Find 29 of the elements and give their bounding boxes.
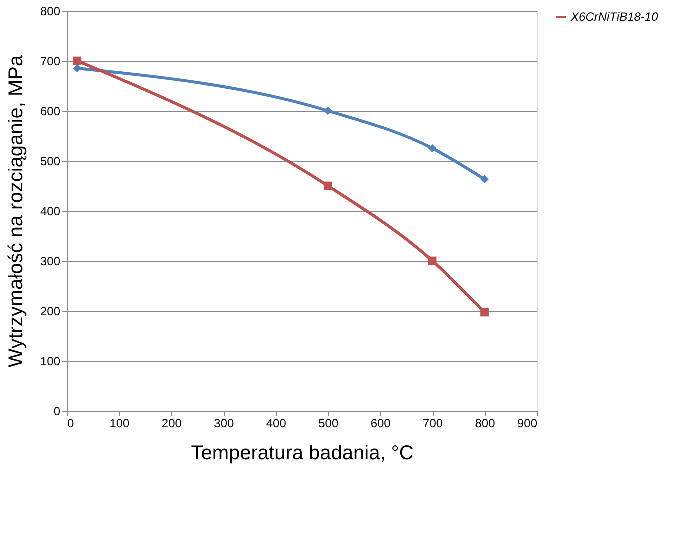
x-tick-label: 300 bbox=[214, 416, 234, 430]
x-tick-label: 800 bbox=[475, 416, 496, 430]
y-tick-label: 0 bbox=[54, 404, 61, 418]
x-tick-label: 900 bbox=[517, 416, 538, 430]
point bbox=[480, 308, 489, 317]
x-tick-label: 500 bbox=[318, 416, 339, 430]
x-tick-label: 100 bbox=[110, 416, 130, 430]
y-tick-label: 800 bbox=[40, 4, 61, 18]
y-tick-label: 500 bbox=[40, 154, 61, 168]
point bbox=[428, 144, 437, 153]
point bbox=[73, 56, 82, 66]
y-tick-label: 400 bbox=[40, 204, 61, 218]
y-tick-label: 700 bbox=[40, 54, 61, 68]
y-tick-label: 200 bbox=[40, 304, 61, 318]
point bbox=[428, 256, 437, 266]
y-tick-label: 100 bbox=[40, 354, 61, 368]
x-tick-label: 0 bbox=[68, 416, 74, 430]
point bbox=[324, 106, 332, 116]
x-tick-label: 200 bbox=[162, 416, 182, 430]
y-axis-title: Wytrzymałość na rozciąganie, MPa bbox=[5, 54, 28, 368]
y-tick-label: 600 bbox=[40, 104, 61, 118]
point bbox=[324, 182, 332, 190]
legend-label: X6CrNiTiB18-10 bbox=[570, 10, 659, 24]
x-tick-label: 400 bbox=[266, 416, 287, 430]
x-tick-label: 600 bbox=[370, 416, 392, 430]
y-tick-label: 300 bbox=[40, 254, 61, 268]
point bbox=[480, 175, 489, 184]
x-tick-label: 700 bbox=[423, 416, 444, 430]
x-axis-title: Temperatura badania, °C bbox=[191, 442, 414, 464]
